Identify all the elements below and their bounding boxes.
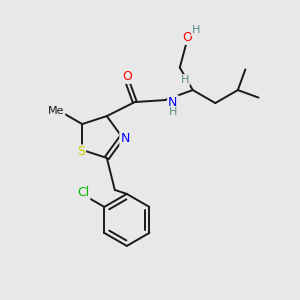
- Text: Cl: Cl: [77, 186, 89, 200]
- Text: O: O: [182, 31, 192, 44]
- Text: H: H: [169, 107, 177, 117]
- Text: N: N: [168, 96, 178, 109]
- Text: O: O: [122, 70, 132, 83]
- Text: Me: Me: [48, 106, 64, 116]
- Text: H: H: [181, 75, 189, 85]
- Text: N: N: [120, 133, 130, 146]
- Text: S: S: [77, 146, 85, 158]
- Text: H: H: [192, 26, 200, 35]
